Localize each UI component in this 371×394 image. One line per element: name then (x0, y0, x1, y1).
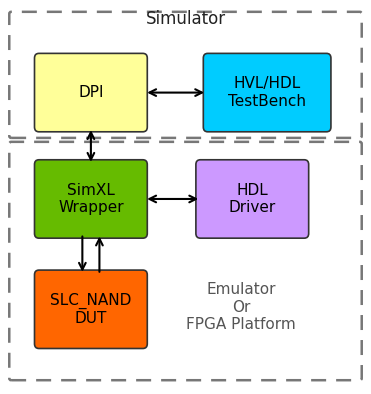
Text: Simulator: Simulator (145, 10, 226, 28)
FancyBboxPatch shape (35, 270, 147, 348)
FancyBboxPatch shape (196, 160, 309, 238)
FancyBboxPatch shape (35, 54, 147, 132)
Text: SLC_NAND
DUT: SLC_NAND DUT (50, 292, 132, 326)
Text: HDL
Driver: HDL Driver (229, 183, 276, 215)
Text: DPI: DPI (78, 85, 104, 100)
Text: HVL/HDL
TestBench: HVL/HDL TestBench (228, 76, 306, 109)
FancyBboxPatch shape (35, 160, 147, 238)
Text: Emulator
Or
FPGA Platform: Emulator Or FPGA Platform (186, 282, 296, 332)
FancyBboxPatch shape (9, 12, 362, 138)
FancyBboxPatch shape (203, 54, 331, 132)
FancyBboxPatch shape (9, 142, 362, 380)
Text: SimXL
Wrapper: SimXL Wrapper (58, 183, 124, 215)
